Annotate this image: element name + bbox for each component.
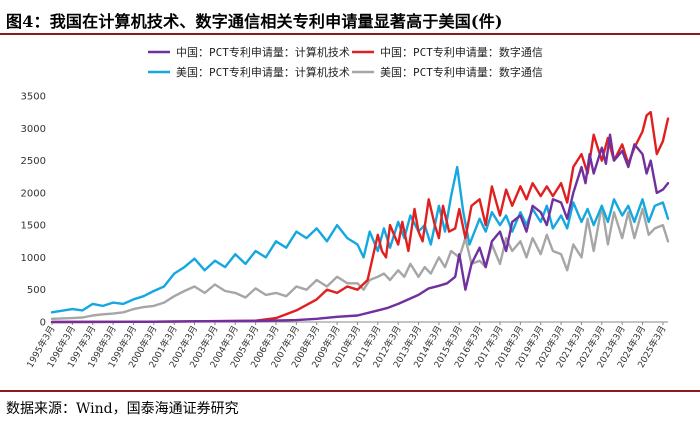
axes: 05001000150020002500300035001995年3月1996年… [21, 92, 669, 370]
chart-title: 图4：我国在计算机技术、数字通信相关专利申请量显著高于美国(件) [6, 12, 503, 31]
y-tick-label: 500 [27, 285, 46, 296]
legend-label: 美国：PCT专利申请量：数字通信 [380, 65, 543, 79]
source-divider [0, 390, 700, 392]
y-tick-label: 2000 [21, 188, 46, 199]
series-line-4 [50, 204, 670, 320]
series-line-2 [50, 110, 670, 324]
y-tick-label: 3000 [21, 124, 46, 135]
y-tick-label: 1500 [21, 221, 46, 232]
y-tick-label: 2500 [21, 156, 46, 167]
y-tick-label: 1000 [21, 253, 46, 264]
y-tick-label: 0 [40, 318, 46, 329]
series-layer [50, 110, 670, 324]
legend-label: 美国：PCT专利申请量：计算机技术 [176, 65, 350, 79]
y-tick-label: 3500 [21, 92, 46, 103]
title-divider [0, 33, 700, 35]
legend-label: 中国：PCT专利申请量：数字通信 [380, 45, 543, 59]
chart: 05001000150020002500300035001995年3月1996年… [21, 45, 670, 370]
series-line-3 [50, 165, 670, 314]
legend-label: 中国：PCT专利申请量：计算机技术 [176, 45, 350, 59]
legend: 中国：PCT专利申请量：计算机技术 中国：PCT专利申请量：数字通信美国：PCT专… [148, 45, 543, 79]
series-line-1 [50, 133, 670, 324]
source-note: 数据来源：Wind，国泰海通证券研究 [6, 401, 239, 417]
